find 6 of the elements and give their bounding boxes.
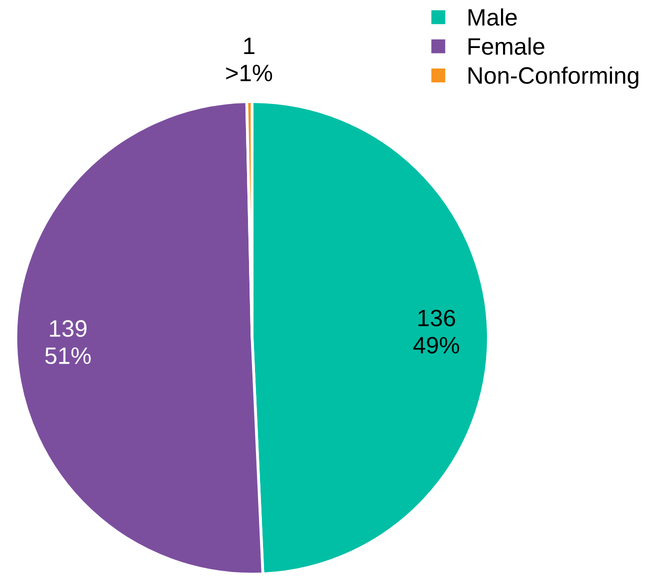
legend-label: Non-Conforming xyxy=(468,66,638,89)
legend-label: Male xyxy=(468,8,517,26)
data-label: 136 49% xyxy=(413,310,460,354)
legend-label: Female xyxy=(468,37,544,55)
data-label: 139 51% xyxy=(45,320,91,364)
data-label: 1 >1% xyxy=(226,38,272,82)
